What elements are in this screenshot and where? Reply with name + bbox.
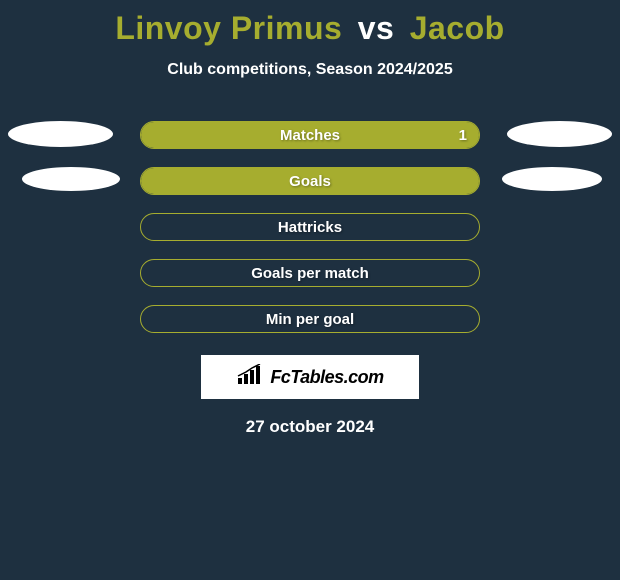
comparison-widget: Linvoy Primus vs Jacob Club competitions… xyxy=(0,0,620,437)
brand-text: FcTables.com xyxy=(270,367,383,388)
stat-rows: Matches 1 Goals Hattricks G xyxy=(0,121,620,333)
stat-pill: Goals xyxy=(140,167,480,195)
player2-name: Jacob xyxy=(410,10,505,46)
right-ellipse-icon xyxy=(507,121,612,147)
stat-value: 1 xyxy=(459,122,467,148)
page-title: Linvoy Primus vs Jacob xyxy=(115,10,504,47)
right-ellipse-icon xyxy=(502,167,602,191)
stat-label: Matches xyxy=(141,122,479,148)
stat-row: Goals per match xyxy=(0,259,620,287)
bar-chart-icon xyxy=(236,364,266,391)
vs-label: vs xyxy=(358,10,395,46)
date-label: 27 october 2024 xyxy=(246,417,375,437)
left-ellipse-icon xyxy=(22,167,120,191)
stat-label: Hattricks xyxy=(141,214,479,240)
stat-pill: Goals per match xyxy=(140,259,480,287)
stat-row: Min per goal xyxy=(0,305,620,333)
stat-pill: Matches 1 xyxy=(140,121,480,149)
player1-name: Linvoy Primus xyxy=(115,10,342,46)
stat-label: Goals xyxy=(141,168,479,194)
stat-pill: Hattricks xyxy=(140,213,480,241)
brand-badge[interactable]: FcTables.com xyxy=(201,355,419,399)
stat-label: Min per goal xyxy=(141,306,479,332)
stat-pill: Min per goal xyxy=(140,305,480,333)
stat-row: Matches 1 xyxy=(0,121,620,149)
stat-row: Hattricks xyxy=(0,213,620,241)
left-ellipse-icon xyxy=(8,121,113,147)
subtitle: Club competitions, Season 2024/2025 xyxy=(167,61,452,79)
stat-row: Goals xyxy=(0,167,620,195)
stat-label: Goals per match xyxy=(141,260,479,286)
